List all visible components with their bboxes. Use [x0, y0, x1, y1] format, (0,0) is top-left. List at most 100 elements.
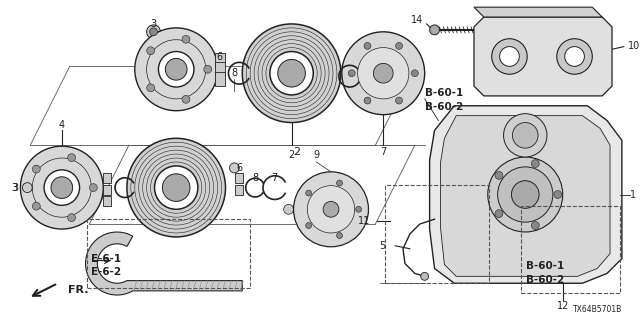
Bar	[214, 72, 225, 86]
Circle shape	[22, 183, 32, 193]
Circle shape	[323, 201, 339, 217]
Circle shape	[367, 58, 399, 89]
Bar	[214, 62, 225, 76]
Circle shape	[492, 39, 527, 74]
Circle shape	[163, 174, 190, 201]
Circle shape	[557, 39, 592, 74]
Circle shape	[511, 181, 539, 208]
Bar	[103, 185, 111, 195]
Bar	[103, 173, 111, 183]
Circle shape	[488, 157, 563, 232]
Circle shape	[278, 60, 305, 87]
Circle shape	[243, 24, 341, 123]
Circle shape	[356, 206, 362, 212]
Circle shape	[420, 272, 429, 280]
Circle shape	[364, 97, 371, 104]
Circle shape	[495, 172, 503, 179]
Circle shape	[284, 204, 294, 214]
Circle shape	[364, 43, 371, 49]
Circle shape	[554, 191, 562, 198]
Circle shape	[531, 160, 540, 167]
Circle shape	[342, 32, 425, 115]
Circle shape	[307, 186, 355, 233]
Bar	[214, 52, 225, 66]
Text: 10: 10	[628, 41, 640, 51]
Text: 2: 2	[289, 150, 294, 160]
Text: E-6-2: E-6-2	[92, 268, 122, 277]
Text: 1: 1	[630, 189, 636, 199]
Circle shape	[306, 223, 312, 228]
Bar	[236, 173, 243, 183]
Circle shape	[564, 47, 584, 66]
Text: 11: 11	[358, 216, 371, 226]
Circle shape	[147, 47, 155, 55]
Circle shape	[51, 177, 73, 198]
Polygon shape	[474, 17, 612, 96]
Circle shape	[204, 65, 212, 73]
Circle shape	[159, 52, 194, 87]
Text: 8: 8	[252, 173, 258, 183]
Text: 12: 12	[557, 301, 569, 311]
Circle shape	[306, 190, 312, 196]
Circle shape	[90, 184, 97, 192]
Polygon shape	[429, 106, 622, 283]
Circle shape	[135, 28, 218, 111]
Text: 4: 4	[59, 121, 65, 131]
Circle shape	[147, 25, 161, 39]
Circle shape	[500, 47, 519, 66]
Circle shape	[498, 167, 553, 222]
Text: TX64B5701B: TX64B5701B	[573, 305, 622, 314]
Circle shape	[68, 154, 76, 162]
Circle shape	[358, 48, 409, 99]
Circle shape	[337, 233, 342, 238]
Circle shape	[182, 95, 190, 103]
Text: 7: 7	[380, 147, 387, 157]
Bar	[103, 196, 111, 206]
Circle shape	[429, 25, 440, 35]
Text: 3: 3	[12, 183, 19, 193]
Circle shape	[182, 35, 190, 43]
Text: 3: 3	[150, 19, 157, 29]
Circle shape	[294, 172, 369, 247]
Circle shape	[230, 163, 239, 173]
Circle shape	[147, 84, 155, 92]
Bar	[522, 206, 620, 293]
Bar	[385, 185, 489, 283]
Text: E-6-1: E-6-1	[92, 254, 122, 264]
Circle shape	[412, 70, 419, 77]
Circle shape	[154, 166, 198, 209]
Circle shape	[317, 196, 345, 223]
Circle shape	[337, 180, 342, 186]
Text: 8: 8	[231, 68, 237, 78]
Text: 5: 5	[379, 241, 385, 251]
Circle shape	[150, 28, 157, 36]
Text: B-60-1: B-60-1	[425, 88, 463, 98]
Text: B-60-1: B-60-1	[526, 261, 564, 271]
Text: 6: 6	[216, 52, 223, 62]
Text: 7: 7	[271, 173, 278, 183]
Circle shape	[44, 170, 79, 205]
Polygon shape	[86, 232, 243, 295]
Text: 9: 9	[313, 150, 319, 160]
Bar	[88, 219, 250, 288]
Circle shape	[531, 221, 540, 229]
Polygon shape	[440, 116, 610, 276]
Text: FR.: FR.	[68, 285, 88, 295]
Text: 3: 3	[12, 183, 17, 193]
Circle shape	[495, 210, 503, 218]
Circle shape	[68, 214, 76, 221]
Text: B-60-2: B-60-2	[526, 275, 564, 285]
Circle shape	[348, 70, 355, 77]
Text: 14: 14	[410, 15, 422, 25]
Text: 2: 2	[293, 147, 300, 157]
Circle shape	[165, 59, 187, 80]
Circle shape	[20, 146, 103, 229]
Bar	[236, 185, 243, 195]
Circle shape	[33, 165, 40, 173]
Polygon shape	[474, 7, 602, 17]
Circle shape	[396, 43, 403, 49]
Text: B-60-2: B-60-2	[425, 102, 463, 112]
Circle shape	[504, 114, 547, 157]
Circle shape	[396, 97, 403, 104]
Text: 6: 6	[236, 163, 243, 173]
